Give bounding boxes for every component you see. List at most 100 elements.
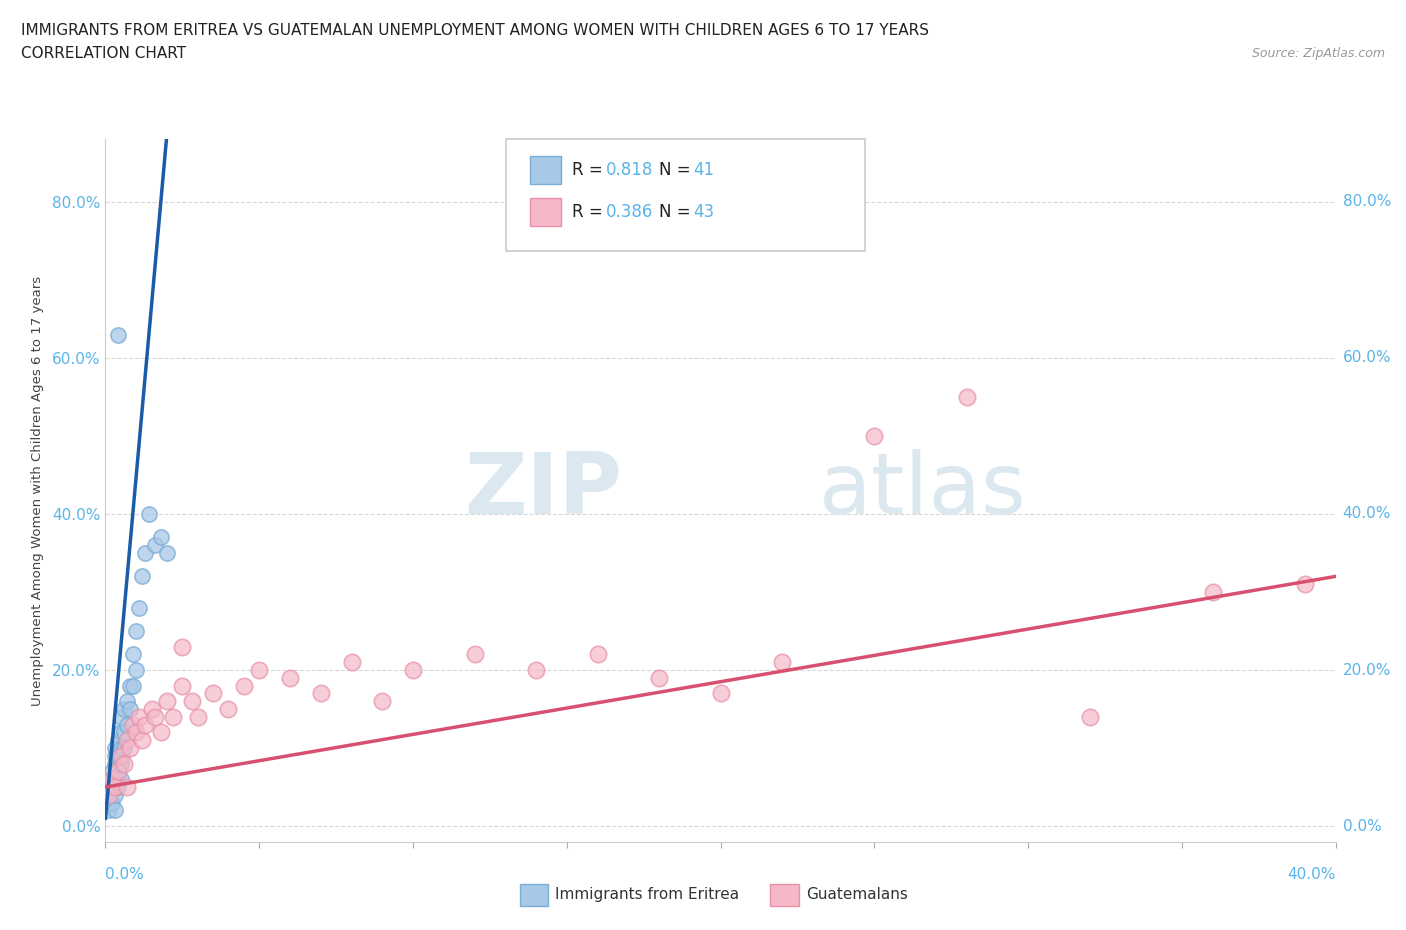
Point: [107, 764, 129, 779]
Point: [149, 725, 172, 740]
Point: [710, 686, 733, 701]
Point: [120, 740, 141, 755]
Point: [115, 779, 138, 794]
Point: [120, 678, 141, 693]
Point: [141, 701, 163, 716]
Text: 41: 41: [693, 161, 714, 179]
Point: [232, 678, 254, 693]
Point: [97, 795, 120, 810]
Point: [120, 701, 141, 716]
Text: 40.0%: 40.0%: [1288, 867, 1336, 882]
Text: CORRELATION CHART: CORRELATION CHART: [21, 46, 186, 61]
Point: [172, 678, 194, 693]
Point: [122, 678, 145, 693]
Text: IMMIGRANTS FROM ERITREA VS GUATEMALAN UNEMPLOYMENT AMONG WOMEN WITH CHILDREN AGE: IMMIGRANTS FROM ERITREA VS GUATEMALAN UN…: [21, 23, 929, 38]
Point: [97, 788, 120, 803]
Point: [402, 662, 425, 677]
Point: [956, 390, 979, 405]
Point: [97, 803, 120, 817]
Point: [107, 733, 129, 748]
Point: [107, 764, 129, 779]
Point: [128, 710, 150, 724]
Point: [104, 749, 127, 764]
Point: [180, 694, 202, 709]
Point: [131, 733, 153, 748]
Point: [464, 647, 486, 662]
Text: 80.0%: 80.0%: [1343, 194, 1391, 209]
Point: [104, 772, 127, 787]
Point: [122, 647, 145, 662]
Point: [110, 772, 132, 787]
Point: [128, 600, 150, 615]
Point: [586, 647, 609, 662]
Point: [115, 717, 138, 732]
Point: [104, 756, 127, 771]
Text: ZIP: ZIP: [464, 449, 621, 532]
Point: [143, 538, 166, 552]
Text: 0.386: 0.386: [606, 203, 654, 221]
Point: [134, 717, 156, 732]
Point: [1201, 585, 1223, 600]
Point: [524, 662, 547, 677]
Text: 0.818: 0.818: [606, 161, 654, 179]
Point: [110, 725, 132, 740]
Point: [110, 756, 132, 771]
Text: 43: 43: [693, 203, 714, 221]
Text: 0.0%: 0.0%: [1343, 818, 1382, 833]
Point: [112, 701, 135, 716]
Point: [278, 671, 301, 685]
Point: [112, 756, 135, 771]
Point: [156, 546, 179, 561]
Text: 20.0%: 20.0%: [1343, 662, 1391, 678]
Point: [107, 749, 129, 764]
Text: atlas: atlas: [818, 449, 1026, 532]
Point: [100, 772, 122, 787]
Point: [100, 764, 122, 779]
Point: [770, 655, 793, 670]
Point: [340, 655, 363, 670]
Point: [648, 671, 671, 685]
Point: [100, 795, 122, 810]
Point: [115, 733, 138, 748]
Text: Source: ZipAtlas.com: Source: ZipAtlas.com: [1251, 46, 1385, 60]
Point: [125, 662, 148, 677]
Point: [104, 788, 127, 803]
Point: [107, 327, 129, 342]
Point: [115, 694, 138, 709]
Point: [371, 694, 394, 709]
Point: [1078, 710, 1101, 724]
Point: [122, 717, 145, 732]
Text: R =: R =: [572, 203, 609, 221]
Point: [131, 569, 153, 584]
Y-axis label: Unemployment Among Women with Children Ages 6 to 17 years: Unemployment Among Women with Children A…: [31, 275, 44, 706]
Point: [110, 749, 132, 764]
Point: [218, 701, 240, 716]
Point: [125, 725, 148, 740]
Point: [172, 639, 194, 654]
Point: [104, 740, 127, 755]
Point: [110, 740, 132, 755]
Point: [134, 546, 156, 561]
Point: [112, 725, 135, 740]
Point: [149, 530, 172, 545]
Point: [125, 623, 148, 638]
Point: [863, 429, 886, 444]
Text: 60.0%: 60.0%: [1343, 351, 1391, 365]
Text: 0.0%: 0.0%: [105, 867, 145, 882]
Text: Guatemalans: Guatemalans: [806, 887, 907, 902]
Point: [1294, 577, 1316, 591]
Point: [162, 710, 184, 724]
Point: [112, 740, 135, 755]
Point: [247, 662, 270, 677]
Point: [100, 779, 122, 794]
Point: [202, 686, 225, 701]
Text: R =: R =: [572, 161, 609, 179]
Point: [187, 710, 209, 724]
Text: N =: N =: [659, 203, 696, 221]
Point: [110, 710, 132, 724]
Text: Immigrants from Eritrea: Immigrants from Eritrea: [555, 887, 740, 902]
Point: [104, 803, 127, 817]
Point: [309, 686, 332, 701]
Point: [104, 779, 127, 794]
Point: [97, 788, 120, 803]
